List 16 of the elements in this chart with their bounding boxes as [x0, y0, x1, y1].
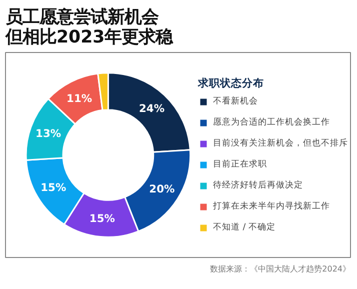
data-label: 11%: [66, 92, 92, 105]
legend-label: 愿意为合适的工作机会换工作: [213, 116, 330, 128]
data-label: 15%: [89, 212, 116, 225]
source-note: 数据来源：《中国大陆人才趋势2024》: [210, 264, 350, 274]
data-label: 15%: [40, 180, 66, 194]
data-label: 13%: [36, 126, 62, 140]
legend-label: 目前正在求职: [213, 158, 267, 170]
chart-title: 员工愿意尝试新机会但相比2023年更求稳: [4, 8, 174, 48]
data-label: 20%: [149, 182, 176, 196]
legend-label: 待经济好转后再做决定: [213, 179, 303, 191]
legend-label: 不看新机会: [213, 95, 258, 107]
data-label: 24%: [139, 102, 165, 116]
legend-label: 目前没有关注新机会，但也不排斥: [213, 137, 348, 149]
legend-title: 求职状态分布: [198, 76, 265, 90]
legend-label: 不知道 / 不确定: [213, 221, 276, 233]
legend-label: 打算在未来半年内寻找新工作: [213, 200, 330, 212]
